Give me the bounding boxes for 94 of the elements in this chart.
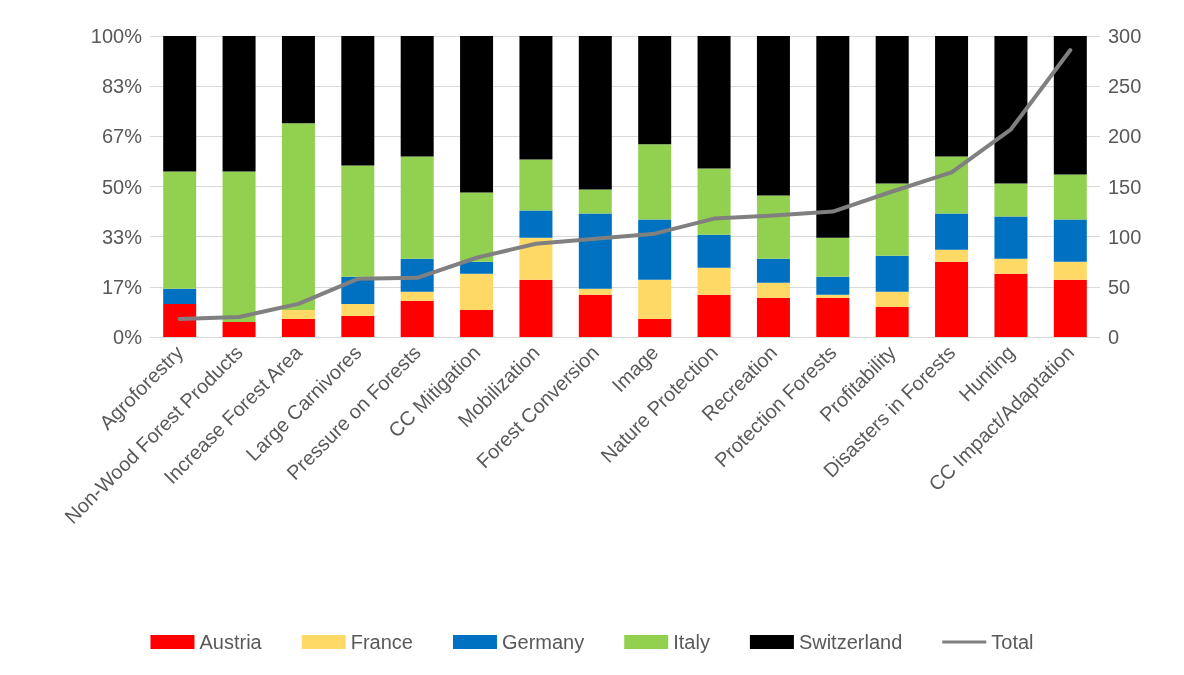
bar [460, 273, 494, 310]
bar [875, 36, 909, 184]
y-tick-label: 17% [101, 275, 143, 298]
bar [281, 123, 315, 310]
bar [756, 297, 790, 337]
y2-tick-label: 200 [1108, 125, 1142, 148]
bar [994, 183, 1028, 217]
bar [1053, 279, 1087, 337]
bar [222, 321, 256, 337]
bar [697, 36, 731, 169]
legend-label: Germany [501, 631, 585, 653]
bar [578, 189, 612, 214]
bar [935, 36, 969, 157]
bar [163, 36, 197, 172]
bar [756, 258, 790, 283]
bar [578, 213, 612, 289]
bar [400, 36, 434, 157]
bar [875, 183, 909, 256]
bar [994, 216, 1028, 259]
bar [222, 171, 256, 322]
bar [816, 237, 850, 277]
bar [816, 36, 850, 238]
bar [994, 273, 1028, 337]
y2-tick-label: 100 [1108, 225, 1142, 248]
bar [935, 261, 969, 337]
y-tick-label: 50% [101, 175, 143, 198]
bar [697, 294, 731, 337]
y2-tick-label: 250 [1108, 75, 1142, 98]
bar [875, 291, 909, 307]
bar [163, 303, 197, 337]
bar [460, 192, 494, 262]
y-tick-label: 33% [101, 225, 143, 248]
bar [400, 156, 434, 259]
bar [578, 288, 612, 295]
bar [935, 249, 969, 262]
y-tick-label: 83% [101, 75, 143, 98]
y-tick-label: 67% [101, 125, 143, 148]
bar [519, 159, 553, 211]
bar [578, 36, 612, 190]
bar [935, 213, 969, 250]
bar [1053, 219, 1087, 262]
bar [341, 315, 375, 337]
bar [756, 36, 790, 196]
bar [756, 282, 790, 298]
legend-label: Total [991, 631, 1034, 653]
bar [281, 318, 315, 337]
bar [460, 36, 494, 193]
bar [638, 219, 672, 280]
bar [816, 276, 850, 295]
bar [400, 291, 434, 301]
bar [460, 261, 494, 274]
bar [1053, 261, 1087, 280]
bar [222, 36, 256, 172]
bar [281, 36, 315, 124]
bar [519, 210, 553, 238]
bar [638, 279, 672, 319]
bar [875, 306, 909, 337]
y2-tick-label: 0 [1108, 326, 1120, 348]
bar [1053, 36, 1087, 175]
legend-label: Austria [199, 631, 263, 653]
bar [816, 297, 850, 337]
bar [935, 156, 969, 214]
bar [578, 294, 612, 337]
bar [519, 279, 553, 337]
legend-label: Switzerland [798, 631, 903, 653]
bar [875, 255, 909, 292]
bar [816, 294, 850, 298]
bar [281, 309, 315, 319]
bar [341, 303, 375, 316]
legend-label: Italy [673, 631, 710, 653]
bar [1053, 174, 1087, 220]
bar [341, 165, 375, 277]
y2-tick-label: 50 [1108, 275, 1131, 298]
bar [697, 234, 731, 268]
bar [163, 288, 197, 304]
bar [341, 36, 375, 166]
bar [163, 171, 197, 289]
bar [994, 258, 1028, 274]
bar [638, 36, 672, 145]
bar [638, 318, 672, 337]
y2-tick-label: 150 [1108, 175, 1142, 198]
bar [697, 267, 731, 295]
line-series [177, 48, 1073, 321]
y2-tick-label: 300 [1108, 25, 1142, 47]
legend-label: France [350, 631, 413, 653]
bar [519, 36, 553, 160]
bar [994, 36, 1028, 184]
bar [460, 309, 494, 337]
bar [638, 144, 672, 220]
bar [697, 168, 731, 235]
bar [400, 300, 434, 337]
bar [756, 195, 790, 259]
y-tick-label: 100% [90, 25, 143, 47]
y-tick-label: 0% [113, 326, 143, 348]
